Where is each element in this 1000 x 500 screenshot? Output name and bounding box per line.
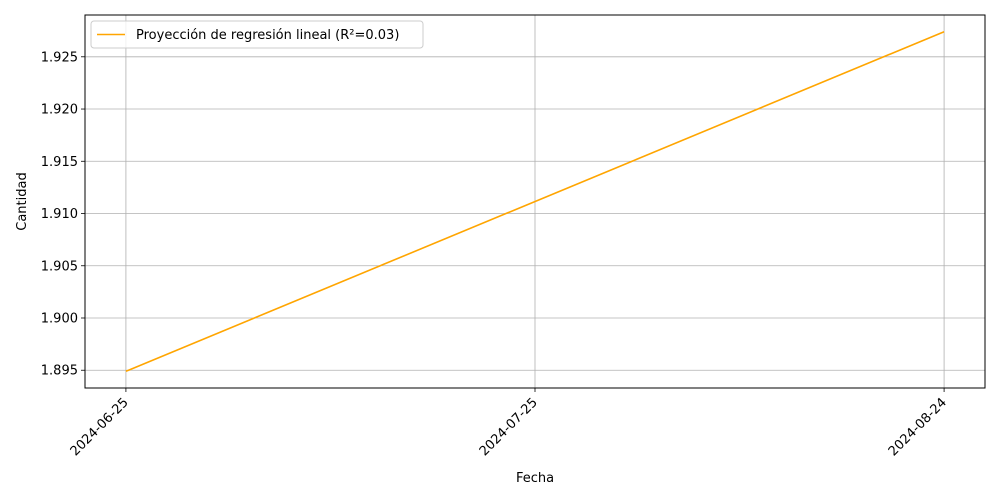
y-axis-label: Cantidad (15, 172, 30, 230)
legend-box (90, 20, 424, 49)
y-tick-label: 1.905 (41, 259, 78, 274)
y-tick-label: 1.920 (41, 103, 78, 118)
y-axis-ticks: 1.895 1.900 1.905 1.910 1.915 1.920 1.925 (41, 50, 85, 379)
series-layer (125, 30, 945, 373)
x-axis-label: Fecha (516, 471, 554, 486)
y-tick-label: 1.900 (41, 311, 78, 326)
grid-lines (85, 15, 985, 388)
regression-line (125, 30, 945, 373)
legend-label: Proyección de regresión lineal (R²=0.03) (136, 28, 399, 43)
y-tick-label: 1.915 (41, 155, 78, 170)
y-tick-label: 1.910 (41, 207, 78, 222)
y-tick-label: 1.895 (41, 364, 78, 379)
y-tick-label: 1.925 (41, 50, 78, 65)
legend: Proyección de regresión lineal (R²=0.03) (90, 20, 424, 49)
